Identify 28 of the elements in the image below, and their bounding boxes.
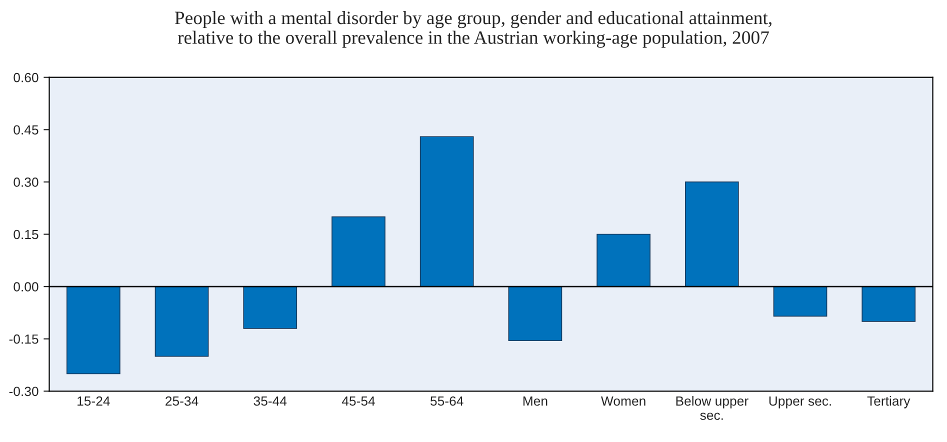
chart-title: People with a mental disorder by age group, gender and educational attainment, relative to the overall prevalence in the Austrian working-age population, 2007 [174, 11, 772, 48]
x-tick-label: Upper sec. [769, 396, 831, 408]
x-tick-label: 15-24 [78, 396, 110, 406]
y-tick-label: -0.30 [9, 386, 38, 396]
x-tick-label: 25-34 [166, 396, 198, 406]
y-tick-label: -0.15 [9, 334, 38, 344]
x-tick-label: Women [600, 396, 646, 406]
x-tick-label: Men [523, 396, 548, 406]
x-tick-label: 45-54 [342, 396, 375, 406]
bar [684, 182, 739, 287]
bar [508, 286, 562, 342]
bar [332, 216, 386, 287]
bar [862, 286, 916, 322]
bar [66, 286, 120, 374]
x-tick-label: 35-44 [254, 396, 287, 406]
y-tick-label: 0.15 [14, 230, 38, 240]
y-tick-label: 0.00 [14, 282, 38, 292]
y-tick-label: 0.45 [14, 125, 38, 135]
x-tick-label: Below upper sec. [676, 396, 748, 420]
bar [420, 136, 474, 287]
bar [154, 286, 209, 357]
x-tick-label: Tertiary [867, 396, 910, 408]
bar [243, 286, 298, 329]
x-tick-label: 55-64 [430, 396, 464, 406]
y-tick-label: 0.30 [14, 178, 38, 187]
y-tick-label: 0.60 [14, 72, 38, 82]
bar [773, 286, 828, 317]
bar [596, 234, 650, 287]
